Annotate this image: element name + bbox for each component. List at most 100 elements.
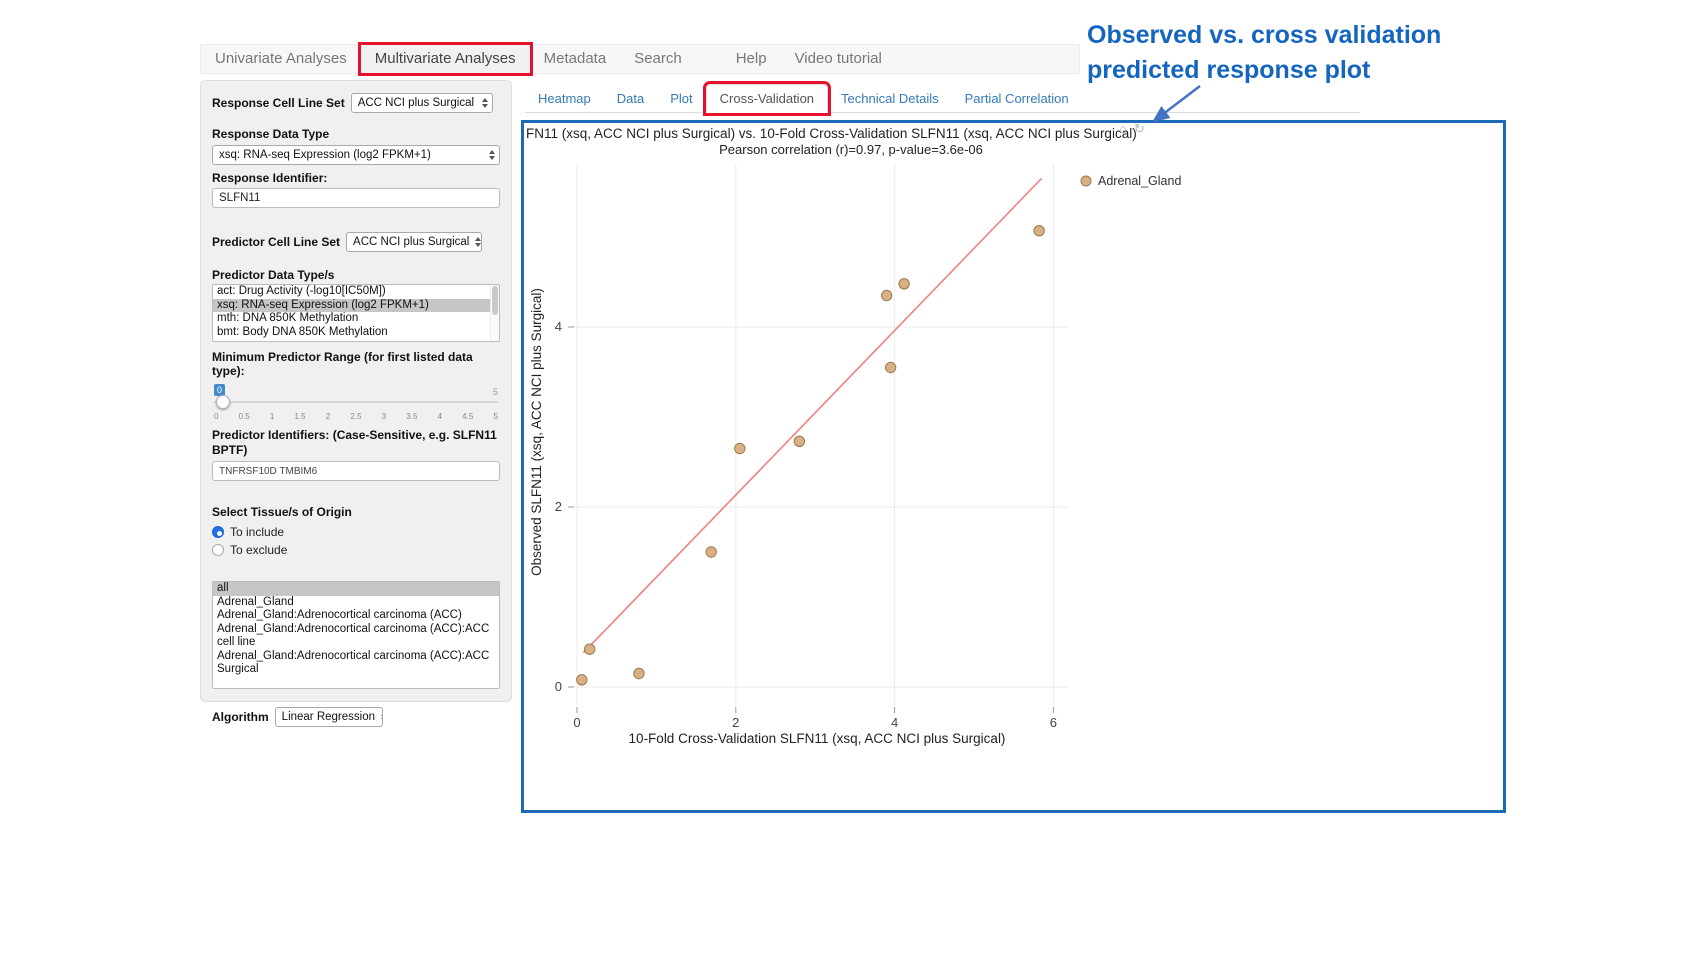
select-value: ACC NCI plus Surgical: [353, 236, 470, 248]
data-point[interactable]: [884, 361, 897, 374]
slider-tick-labels: 0 0.5 1 1.5 2 2.5 3 3.5 4 4.5 5: [214, 412, 498, 421]
data-point[interactable]: [633, 667, 645, 680]
tissue-option-adrenal-gland[interactable]: Adrenal_Gland: [217, 595, 294, 608]
slider-tick-label: 5: [493, 412, 498, 421]
slider-tick-label: 3: [381, 412, 387, 421]
radio-button-icon[interactable]: [212, 544, 224, 556]
data-point[interactable]: [880, 289, 893, 302]
tissue-radio-to-exclude[interactable]: To exclude: [212, 541, 500, 559]
tab-cross-validation[interactable]: Cross-Validation: [702, 81, 832, 116]
plot-title: FN11 (xsq, ACC NCI plus Surgical) vs. 10…: [526, 126, 1137, 141]
legend-label[interactable]: Adrenal_Gland: [1098, 174, 1181, 188]
nav-item-video-tutorial[interactable]: Video tutorial: [794, 50, 882, 67]
nav-item-univariate-analyses[interactable]: Univariate Analyses: [215, 50, 347, 67]
tissue-radio-group: To include To exclude: [212, 523, 500, 559]
tissue-option-adrenal-gland-adrenocortical-carcinoma-a[interactable]: Adrenal_Gland:Adrenocortical carcinoma (…: [217, 609, 462, 621]
nav-item-search[interactable]: Search: [634, 50, 682, 67]
select-arrows-icon: [381, 712, 382, 722]
tab-partial-correlation[interactable]: Partial Correlation: [964, 91, 1069, 106]
select-arrows-icon: [475, 237, 482, 247]
reset-icon[interactable]: ↻: [1133, 121, 1145, 136]
radio-label: To include: [230, 525, 285, 539]
algorithm-select[interactable]: Linear Regression: [274, 707, 383, 727]
listbox-scrollbar[interactable]: [490, 285, 499, 341]
top-navbar: Univariate Analyses Multivariate Analyses…: [200, 42, 1080, 76]
legend-marker[interactable]: [1080, 175, 1092, 187]
predictor-identifiers-input[interactable]: TNFRSF10D TMBIM6: [212, 461, 500, 481]
tissue-option-adrenal-gland-adrenocortical-carcinoma-a[interactable]: Adrenal_Gland:Adrenocortical carcinoma (…: [217, 622, 490, 649]
algorithm-row: Algorithm Linear Regression: [212, 707, 500, 727]
predictor-data-type-option-xsq[interactable]: xsq: RNA-seq Expression (log2 FPKM+1): [213, 298, 499, 312]
home-icon[interactable]: ⌂: [1119, 121, 1127, 136]
response-data-type-select[interactable]: xsq: RNA-seq Expression (log2 FPKM+1): [212, 145, 500, 165]
annotation-line-2: predicted response plot: [1087, 56, 1371, 84]
regression-line: [582, 177, 1043, 654]
nav-item-help[interactable]: Help: [735, 50, 767, 67]
slider-tick-label: 1: [269, 412, 275, 421]
tissue-listbox[interactable]: all Adrenal_Gland Adrenal_Gland:Adrenocort…: [212, 581, 500, 689]
response-identifier-label: Response Identifier:: [212, 171, 328, 185]
nav-item-metadata[interactable]: Metadata: [543, 50, 607, 67]
annotation-callout: Observed vs. cross validation predicted …: [1087, 18, 1441, 88]
x-tick-label: 6: [1050, 715, 1057, 730]
predictor-data-types-label: Predictor Data Type/s: [212, 268, 335, 282]
annotation-arrow: [1152, 85, 1201, 123]
slider-max-label: 5: [492, 387, 498, 397]
tab-plot[interactable]: Plot: [670, 91, 693, 106]
results-tabbar: Heatmap Data Plot Cross-Validation Technical…: [525, 81, 1360, 116]
nav-item-multivariate-analyses[interactable]: Multivariate Analyses: [357, 42, 533, 76]
select-value: ACC NCI plus Surgical: [357, 97, 475, 109]
data-point[interactable]: [793, 435, 806, 447]
data-point[interactable]: [576, 674, 588, 686]
slider-tick-label: 4: [437, 412, 443, 421]
data-point[interactable]: [584, 643, 596, 655]
tissue-radio-to-include[interactable]: To include: [212, 523, 500, 541]
predictor-cell-line-set-select[interactable]: ACC NCI plus Surgical: [346, 232, 483, 252]
slider-track[interactable]: [214, 401, 498, 403]
data-point[interactable]: [734, 442, 746, 455]
predictor-cell-line-set-label: Predictor Cell Line Set: [212, 235, 341, 249]
data-point[interactable]: [1033, 225, 1045, 237]
y-axis-label: Observed SLFN11 (xsq, ACC NCI plus Surgi…: [529, 288, 544, 576]
slider-handle[interactable]: [216, 395, 230, 409]
cross-validation-plot-panel: FN11 (xsq, ACC NCI plus Surgical) vs. 10…: [521, 120, 1506, 813]
select-arrows-icon: [489, 150, 495, 160]
tab-technical-details[interactable]: Technical Details: [841, 91, 939, 106]
plot-modebar: ⌂ ↻: [1119, 121, 1145, 137]
plot-subtitle: Pearson correlation (r)=0.97, p-value=3.…: [719, 142, 983, 157]
response-cell-line-set-select[interactable]: ACC NCI plus Surgical: [350, 93, 493, 113]
slider-tick-label: 2: [325, 412, 331, 421]
scrollbar-thumb[interactable]: [492, 286, 498, 316]
select-value: Linear Regression: [281, 711, 376, 723]
sidebar-controls: Response Cell Line Set ACC NCI plus Surg…: [200, 80, 512, 727]
predictor-data-type-option-act[interactable]: act: Drug Activity (-log10[IC50M]): [217, 285, 386, 297]
tissue-options: all Adrenal_Gland Adrenal_Gland:Adrenocort…: [213, 582, 499, 677]
slider-tick-label: 4.5: [462, 412, 474, 421]
algorithm-label: Algorithm: [212, 710, 269, 724]
tissue-origin-label: Select Tissue/s of Origin: [212, 505, 352, 519]
slider-tick-label: 1.5: [294, 412, 306, 421]
tab-data[interactable]: Data: [616, 91, 645, 106]
data-point[interactable]: [705, 546, 717, 558]
response-cell-line-set-label: Response Cell Line Set: [212, 96, 345, 110]
y-tick-label: 4: [555, 319, 562, 334]
predictor-data-types-listbox[interactable]: act: Drug Activity (-log10[IC50M]) xsq: R…: [212, 284, 500, 342]
tissue-option-adrenal-gland-adrenocortical-carcinoma-a[interactable]: Adrenal_Gland:Adrenocortical carcinoma (…: [217, 649, 490, 676]
predictor-data-types-options: act: Drug Activity (-log10[IC50M]) xsq: R…: [213, 285, 499, 339]
predictor-cell-line-set-row: Predictor Cell Line Set ACC NCI plus Sur…: [212, 232, 500, 252]
data-point[interactable]: [898, 278, 910, 290]
tab-heatmap[interactable]: Heatmap: [538, 91, 591, 106]
min-predictor-range-label: Minimum Predictor Range (for first liste…: [212, 350, 473, 378]
response-identifier-input[interactable]: SLFN11: [212, 188, 500, 208]
predictor-data-type-option-mth[interactable]: mth: DNA 850K Methylation: [217, 312, 359, 324]
min-predictor-range-slider[interactable]: 0 5 0 0.5 1 1.5 2 2.5 3 3.5 4 4.5 5: [214, 384, 498, 428]
predictor-data-type-option-bmt[interactable]: bmt: Body DNA 850K Methylation: [217, 325, 388, 338]
y-tick-label: 0: [555, 679, 562, 694]
x-axis-label: 10-Fold Cross-Validation SLFN11 (xsq, AC…: [629, 731, 1006, 746]
slider-tick-label: 0.5: [238, 412, 250, 421]
radio-button-icon[interactable]: [212, 526, 224, 538]
tissue-option-all[interactable]: all: [213, 582, 499, 596]
predictor-identifiers-label: Predictor Identifiers: (Case-Sensitive, …: [212, 428, 497, 457]
